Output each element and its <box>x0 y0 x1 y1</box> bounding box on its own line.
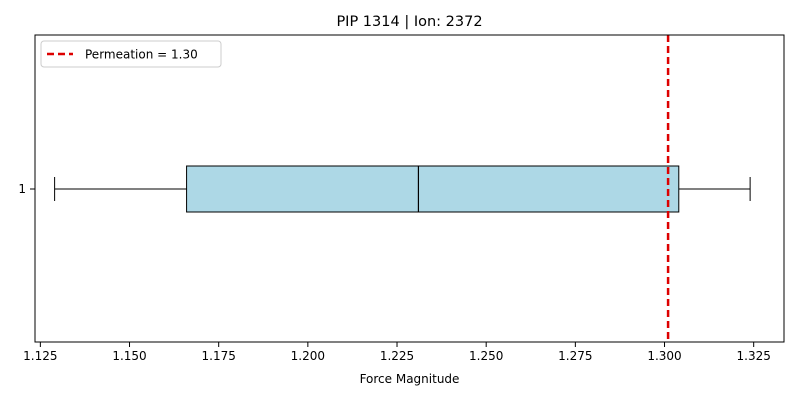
plot-area <box>54 35 751 342</box>
x-tick-label: 1.225 <box>380 349 414 363</box>
x-tick-label: 1.200 <box>291 349 325 363</box>
x-tick-label: 1.325 <box>737 349 771 363</box>
x-tick-label: 1.250 <box>469 349 503 363</box>
x-tick-label: 1.275 <box>558 349 592 363</box>
x-tick-label: 1.300 <box>647 349 681 363</box>
x-tick-label: 1.175 <box>202 349 236 363</box>
x-tick-label: 1.150 <box>112 349 146 363</box>
box-iqr <box>186 165 680 213</box>
legend-box <box>40 40 222 68</box>
x-tick-label: 1.125 <box>23 349 57 363</box>
chart-title: PIP 1314 | Ion: 2372 <box>336 14 482 30</box>
legend-label: Permeation = 1.30 <box>85 48 198 62</box>
y-axis: 1 <box>18 182 35 196</box>
x-axis: 1.125 1.150 1.175 1.200 1.225 1.250 1.275 1.300… <box>23 342 771 363</box>
x-axis-label: Force Magnitude <box>360 372 460 386</box>
legend: Permeation = 1.30 <box>40 40 222 68</box>
y-tick-label: 1 <box>18 182 26 196</box>
